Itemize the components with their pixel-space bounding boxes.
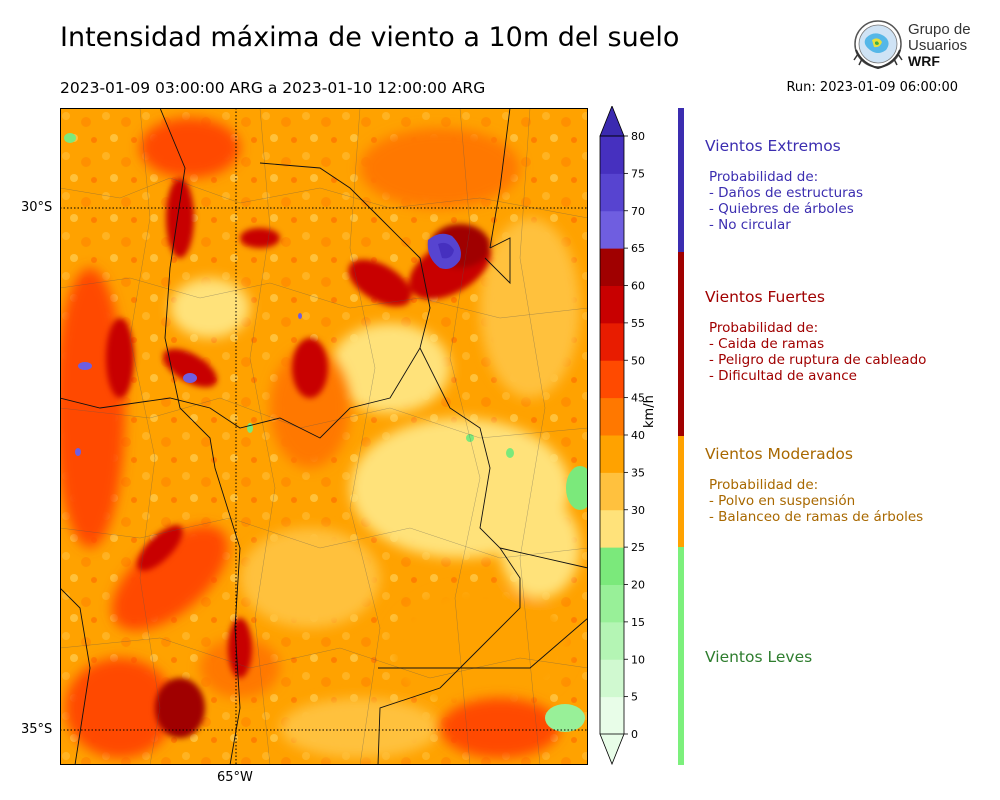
colorbar-canvas: 0 5 10 15 20 25 30 35 40 45 50 55 60 65 70 75 80 xyxy=(599,104,645,766)
colorbar-segment xyxy=(600,397,624,436)
colorbar-segment xyxy=(600,435,624,473)
category-description-line: - Peligro de ruptura de cableado xyxy=(709,352,927,368)
svg-text:Usuarios: Usuarios xyxy=(908,37,967,54)
category-block: Vientos Fuertes Probabilidad de: - Caida d… xyxy=(705,289,926,384)
colorbar-tick-label: 55 xyxy=(631,317,645,330)
colorbar-tick-label: 20 xyxy=(631,579,645,592)
colorbar-segment xyxy=(600,210,624,249)
category-block: Vientos Extremos Probabilidad de: - Daños … xyxy=(705,138,863,233)
colorbar-tick-label: 25 xyxy=(631,541,645,554)
graticule xyxy=(60,108,588,765)
category-description-line: Probabilidad de: xyxy=(709,169,819,185)
svg-text:Grupo de: Grupo de xyxy=(908,21,971,38)
colorbar-tick-label: 5 xyxy=(631,691,638,704)
colorbar-tick-label: 70 xyxy=(631,205,645,218)
colorbar-tick-label: 50 xyxy=(631,354,645,367)
colorbar-tick-label: 45 xyxy=(631,392,645,405)
colorbar-tick-label: 10 xyxy=(631,653,645,666)
intense-wind-cores xyxy=(106,178,491,738)
svg-text:WRF: WRF xyxy=(908,53,940,69)
colorbar-unit-label: km/h xyxy=(642,395,657,428)
category-name: Vientos Fuertes xyxy=(705,288,825,306)
extreme-wind-core xyxy=(75,233,461,456)
colorbar-segment xyxy=(600,360,624,399)
category-name: Vientos Leves xyxy=(705,648,813,666)
colorbar-tick-label: 35 xyxy=(631,466,645,479)
moderate-wind-areas xyxy=(170,218,580,758)
map-canvas xyxy=(55,107,594,766)
category-color-bar xyxy=(678,547,684,765)
run-timestamp: Run: 2023-01-09 06:00:00 xyxy=(786,80,958,95)
colorbar-tick-label: 40 xyxy=(631,429,645,442)
colorbar-tick-label: 80 xyxy=(631,130,645,143)
globe-logo-icon: Grupo de Usuarios WRF xyxy=(853,20,971,70)
colorbar-segment xyxy=(600,136,624,174)
lat-label-35s: 35°S xyxy=(21,722,53,737)
colorbar-segment xyxy=(600,696,624,735)
category-name: Vientos Extremos xyxy=(705,137,841,155)
colorbar-segment xyxy=(600,584,624,623)
map-frame xyxy=(60,108,588,765)
forecast-period: 2023-01-09 03:00:00 ARG a 2023-01-10 12:… xyxy=(60,79,486,97)
colorbar-tick-label: 60 xyxy=(631,280,645,293)
category-block: Vientos Moderados Probabilidad de: - Polvo… xyxy=(705,446,923,525)
category-description-line: - Daños de estructuras xyxy=(709,185,864,201)
lat-label-30s: 30°S xyxy=(21,200,53,215)
category-description-line: - Dificultad de avance xyxy=(709,368,857,384)
colorbar-tick-label: 30 xyxy=(631,504,645,517)
category-description-line: - Balanceo de ramas de árboles xyxy=(709,509,924,525)
colorbar-tick-label: 65 xyxy=(631,242,645,255)
colorbar-segment xyxy=(600,509,624,548)
category-color-bar xyxy=(678,252,684,436)
category-color-bar xyxy=(678,108,684,252)
lon-label-65w: 65°W xyxy=(217,770,253,785)
colorbar-segment xyxy=(600,285,624,324)
category-name: Vientos Moderados xyxy=(705,445,853,463)
category-description-line: - Quiebres de árboles xyxy=(709,201,854,217)
category-description-line: - Polvo en suspensión xyxy=(709,493,856,509)
colorbar-tick-label: 75 xyxy=(631,167,645,180)
wrf-users-logo: Grupo de Usuarios WRF xyxy=(848,16,973,74)
colorbar-segment xyxy=(600,322,624,361)
colorbar-segment xyxy=(600,621,624,660)
category-description-line: Probabilidad de: xyxy=(709,320,819,336)
category-description-line: Probabilidad de: xyxy=(709,477,819,493)
wind-intensity-map[interactable] xyxy=(55,107,594,766)
colorbar-tick-label: 0 xyxy=(631,728,638,741)
category-block: Vientos Leves xyxy=(705,649,812,680)
colorbar-segment xyxy=(600,659,624,698)
colorbar-low-extension xyxy=(599,733,625,766)
category-description-line: - Caida de ramas xyxy=(709,336,825,352)
province-boundaries xyxy=(59,107,589,766)
category-color-bar xyxy=(678,436,684,547)
colorbar-high-extension xyxy=(599,104,625,137)
map-title: Intensidad máxima de viento a 10m del su… xyxy=(60,22,680,53)
wind-speed-colorbar: 0 5 10 15 20 25 30 35 40 45 50 55 60 65 70 75 80 xyxy=(598,104,658,768)
colorbar-segment xyxy=(600,248,624,286)
colorbar-segment xyxy=(600,547,624,585)
colorbar-tick-label: 15 xyxy=(631,616,645,629)
strong-wind-areas xyxy=(55,118,560,758)
colorbar-segment xyxy=(600,472,624,511)
colorbar-segment xyxy=(600,173,624,212)
category-description-line: - No circular xyxy=(709,217,791,233)
